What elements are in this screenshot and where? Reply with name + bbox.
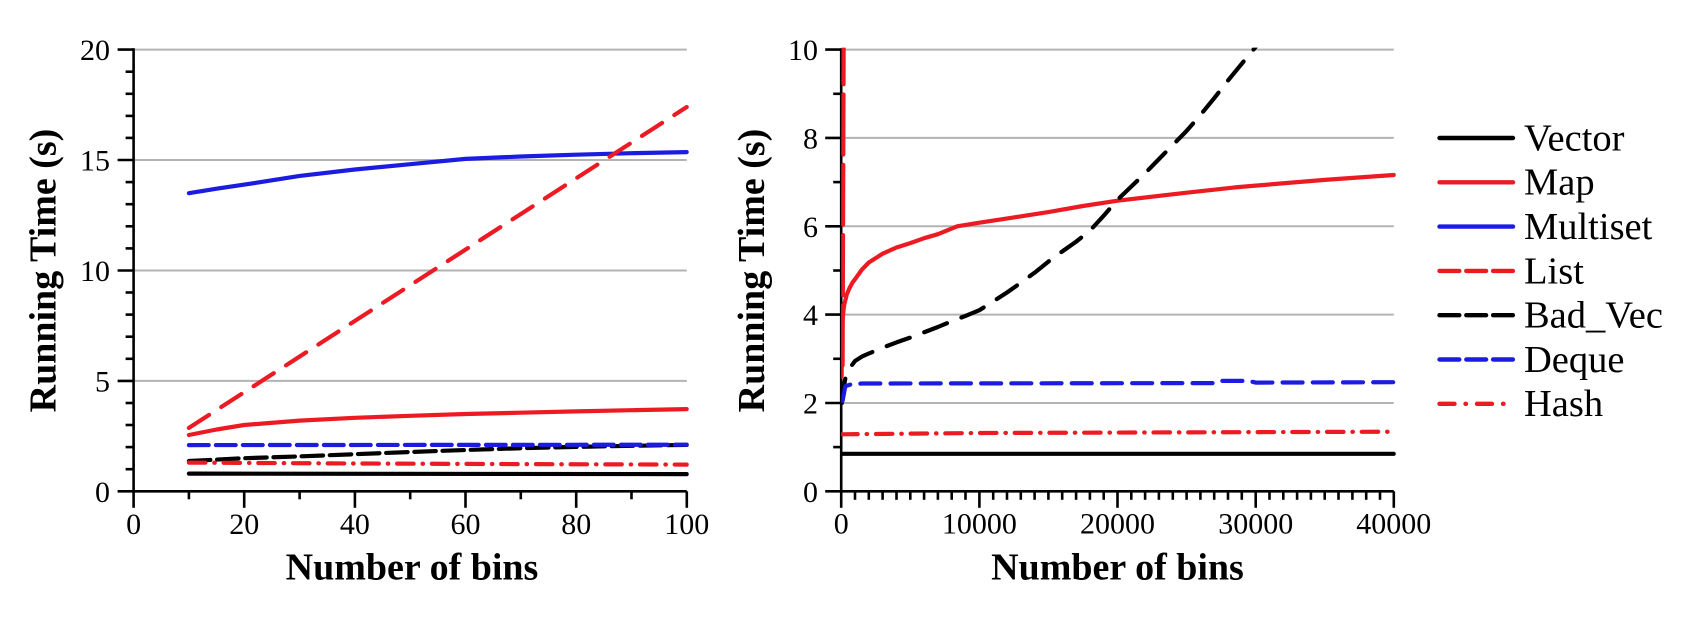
svg-text:Map: Map — [1524, 162, 1595, 204]
svg-text:80: 80 — [561, 508, 591, 541]
svg-text:60: 60 — [451, 508, 481, 541]
svg-text:0: 0 — [95, 476, 110, 509]
svg-text:15: 15 — [80, 145, 110, 178]
svg-text:Running Time (s): Running Time (s) — [731, 129, 773, 413]
svg-text:Number of bins: Number of bins — [991, 547, 1244, 589]
svg-text:6: 6 — [803, 211, 818, 244]
svg-text:30000: 30000 — [1218, 508, 1293, 541]
svg-text:List: List — [1524, 250, 1584, 292]
svg-text:100: 100 — [664, 508, 709, 541]
svg-text:20: 20 — [80, 34, 110, 67]
svg-text:Hash: Hash — [1524, 383, 1603, 425]
svg-text:Vector: Vector — [1524, 117, 1625, 159]
svg-text:Deque: Deque — [1524, 339, 1624, 381]
svg-text:Multiset: Multiset — [1524, 206, 1653, 248]
svg-text:0: 0 — [803, 476, 818, 509]
svg-text:10: 10 — [788, 34, 818, 67]
svg-text:8: 8 — [803, 122, 818, 155]
svg-text:20: 20 — [229, 508, 259, 541]
svg-text:Bad_Vec: Bad_Vec — [1524, 295, 1663, 337]
svg-text:40: 40 — [340, 508, 370, 541]
svg-text:Number of bins: Number of bins — [286, 547, 539, 589]
svg-text:Running Time (s): Running Time (s) — [22, 129, 64, 413]
svg-text:0: 0 — [834, 508, 849, 541]
svg-text:4: 4 — [803, 299, 818, 332]
svg-text:20000: 20000 — [1080, 508, 1155, 541]
svg-text:10000: 10000 — [942, 508, 1017, 541]
svg-text:10: 10 — [80, 255, 110, 288]
svg-text:0: 0 — [126, 508, 141, 541]
svg-text:5: 5 — [95, 365, 110, 398]
svg-text:40000: 40000 — [1356, 508, 1431, 541]
svg-text:2: 2 — [803, 388, 818, 421]
